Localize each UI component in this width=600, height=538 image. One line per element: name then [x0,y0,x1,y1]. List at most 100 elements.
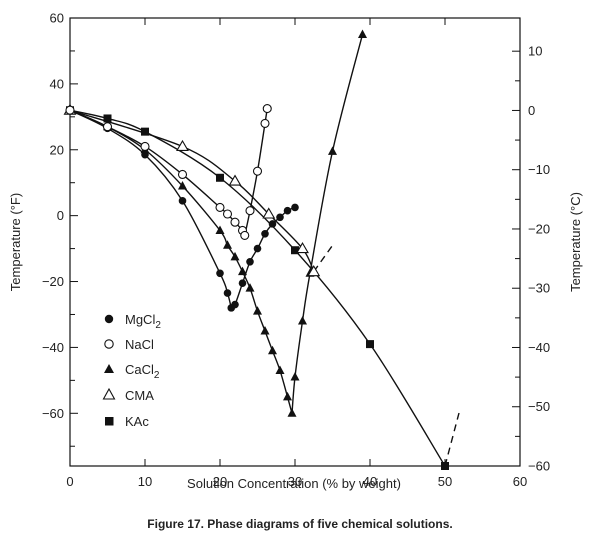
data-markers [63,29,449,470]
figure-caption: Figure 17. Phase diagrams of five chemic… [147,517,453,531]
curve-cma [69,109,315,272]
point-mgcl2 [223,289,232,297]
y-tick-label-right: 10 [528,44,542,59]
axes: 0 10 20 30 40 50 60 60 40 20 0 −20 −40 −60 10 0 −10 −20 −3… [42,11,550,490]
legend-label-cma: CMA [125,388,154,403]
point-kac [366,340,374,349]
legend-item-mgcl2: MgCl2 [104,312,161,331]
y-tick-label-right: −30 [528,281,550,296]
legend-label-kac: KAc [125,414,149,429]
point-cacl2 [253,306,262,315]
point-kac [216,173,224,182]
point-nacl [260,118,270,128]
y-tick-label-right: −60 [528,459,550,474]
point-mgcl2 [216,269,224,278]
point-cma [307,265,321,277]
y-tick-label-right: 0 [528,103,535,118]
point-cacl2 [223,240,232,249]
point-mgcl2 [261,229,269,238]
legend-label-cacl2: CaCl2 [125,362,160,381]
point-nacl [230,217,240,227]
point-kac [103,114,112,123]
y-tick-label-right: −40 [528,340,550,355]
point-nacl [245,206,255,216]
point-cacl2 [238,266,247,276]
point-cacl2 [215,225,225,234]
curve-kac [69,109,446,467]
point-nacl [177,169,188,180]
point-cacl2 [358,29,367,38]
y-tick-label-left: −40 [42,340,64,355]
point-cacl2 [275,365,285,374]
point-nacl [65,105,75,115]
x-tick-label: 30 [288,474,302,489]
curve-nacl-ice-branch [69,109,246,236]
point-nacl [140,141,150,152]
x-tick-label: 40 [363,474,377,489]
point-cacl2 [328,146,337,155]
legend-marker-mgcl2 [104,314,114,324]
legend: MgCl2 NaCl CaCl2 CMA KAc [102,312,161,429]
point-mgcl2 [283,206,292,215]
point-cacl2 [298,316,307,325]
curve-cacl2-ice-branch [69,109,293,414]
x-tick-label: 50 [438,474,452,489]
kac-dashed-extension [444,412,460,467]
point-cacl2 [245,283,255,292]
point-nacl [215,202,225,212]
y-tick-label-right: −10 [528,162,550,177]
legend-item-cacl2: CaCl2 [104,362,160,381]
legend-item-kac: KAc [105,414,149,429]
y-tick-label-left: 20 [50,142,64,157]
point-cacl2 [268,345,277,355]
legend-marker-kac [105,417,114,426]
point-mgcl2 [291,203,299,212]
point-cacl2 [283,391,292,401]
point-mgcl2 [178,197,187,205]
point-nacl [252,166,263,176]
x-tick-label: 20 [213,474,227,489]
point-mgcl2 [276,213,284,222]
y-tick-label-left: 60 [50,11,64,26]
legend-marker-cacl2 [104,364,114,373]
x-tick-label: 0 [66,474,73,489]
point-nacl [262,104,272,114]
point-kac [291,246,299,255]
y-tick-label-left: −60 [42,406,64,421]
y-tick-label-left: −20 [42,274,64,289]
point-nacl [240,230,250,240]
legend-marker-cma [102,387,116,400]
point-cacl2 [230,251,240,261]
x-tick-label: 10 [138,474,152,489]
point-nacl [102,122,113,132]
y-tick-label-right: −20 [528,221,550,236]
point-mgcl2 [253,244,262,253]
y-axis-title-left: Temperature (°F) [8,193,23,291]
y-axis-title-right: Temperature (°C) [568,192,583,292]
point-mgcl2 [246,257,254,266]
x-tick-label: 60 [513,474,527,489]
legend-item-cma: CMA [102,387,154,403]
point-cma [296,241,309,254]
y-tick-label-left: 0 [57,208,64,223]
point-mgcl2 [231,300,239,309]
point-cma [262,207,276,219]
point-cacl2 [178,181,187,190]
point-cma [176,139,189,152]
point-mgcl2 [268,220,277,228]
point-cacl2 [260,325,270,335]
point-cacl2 [290,372,300,381]
point-nacl [222,209,233,219]
point-mgcl2 [238,279,247,287]
cma-dashed-extension [313,243,335,273]
legend-marker-nacl [104,339,114,349]
x-axis-title: Solution Concentration (% by weight) [187,476,401,491]
curve-cacl2-salt-branch [291,34,364,414]
legend-item-nacl: NaCl [104,337,154,352]
curve-mgcl2-salt-branch [230,206,296,309]
phase-diagram-chart: 0 10 20 30 40 50 60 60 40 20 0 −20 −40 −60 10 0 −10 −20 −3… [8,11,583,492]
legend-label-nacl: NaCl [125,337,154,352]
legend-label-mgcl2: MgCl2 [125,312,161,331]
point-cacl2 [287,408,297,417]
y-tick-label-left: 40 [50,76,64,91]
